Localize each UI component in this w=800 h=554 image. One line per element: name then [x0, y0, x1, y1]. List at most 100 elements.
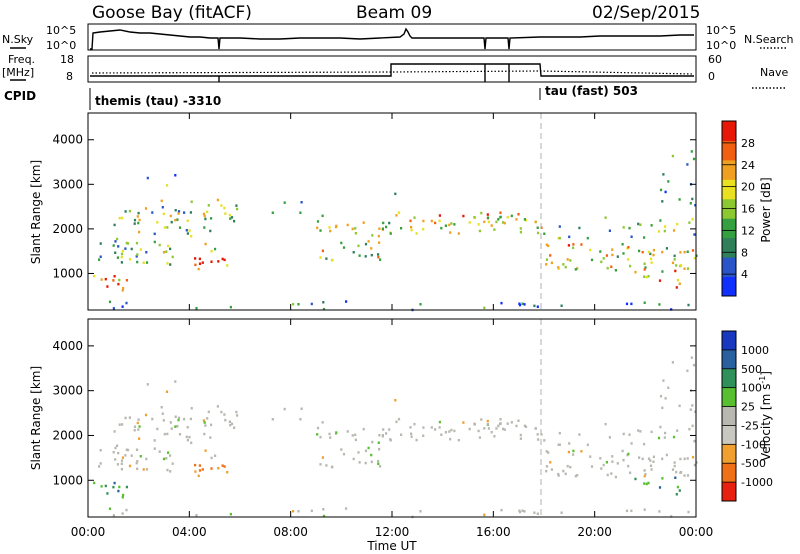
- echo-cell: [515, 218, 518, 221]
- echo-cell: [229, 423, 232, 427]
- echo-cell: [672, 229, 676, 232]
- echo-cell: [112, 244, 115, 247]
- echo-cell: [643, 508, 646, 511]
- echo-cell: [185, 229, 188, 232]
- echo-cell: [99, 462, 102, 465]
- echo-cell: [130, 454, 133, 457]
- echo-cell: [614, 269, 617, 272]
- echo-cell: [510, 421, 513, 424]
- echo-cell: [568, 442, 571, 445]
- echo-cell: [136, 253, 139, 256]
- echo-cell: [506, 422, 509, 425]
- echo-cell: [340, 241, 343, 245]
- echo-cell: [230, 216, 234, 219]
- echo-cell: [207, 204, 210, 207]
- echo-cell: [377, 441, 380, 444]
- echo-cell: [637, 222, 640, 226]
- echo-cell: [639, 223, 642, 226]
- echo-cell: [190, 407, 193, 410]
- echo-cell: [300, 407, 303, 410]
- echo-cell: [557, 267, 560, 270]
- echo-cell: [480, 211, 483, 215]
- echo-cell: [135, 255, 138, 258]
- echo-cell: [316, 426, 320, 430]
- echo-cell: [665, 453, 668, 457]
- echo-cell: [377, 459, 380, 463]
- date-title: 02/Sep/2015: [592, 3, 700, 23]
- echo-cell: [589, 455, 592, 458]
- echo-cell: [691, 249, 695, 252]
- colorbar-segment: [722, 237, 736, 258]
- echo-cell: [133, 429, 136, 432]
- echo-cell: [385, 432, 388, 435]
- echo-cell: [410, 225, 413, 229]
- colorbar-segment: [722, 387, 736, 408]
- echo-cell: [210, 423, 213, 427]
- echo-cell: [490, 224, 493, 227]
- echo-cell: [650, 468, 653, 471]
- echo-cell: [113, 275, 116, 278]
- echo-cell: [357, 451, 360, 454]
- echo-cell: [166, 432, 169, 436]
- velocity-colorbar-label: Velocity [m s-1]: [758, 371, 773, 461]
- power-colorbar: 4 8 12 16 20 24 28: [721, 120, 755, 297]
- echo-cell: [434, 428, 437, 431]
- echo-cell: [663, 229, 666, 233]
- echo-cell: [519, 230, 522, 234]
- station-title: Goose Bay (fitACF): [92, 3, 252, 23]
- echo-cell: [371, 234, 374, 237]
- freq-label: Freq.: [8, 53, 35, 66]
- echo-cell: [100, 278, 103, 281]
- echo-cell: [378, 227, 381, 230]
- echo-cell: [310, 302, 313, 306]
- echo-cell: [536, 512, 539, 515]
- echo-cell: [170, 427, 173, 430]
- echo-cell: [153, 232, 156, 236]
- echo-cell: [319, 256, 322, 259]
- echo-cell: [675, 286, 678, 289]
- echo-cell: [116, 463, 119, 466]
- echo-cell: [629, 471, 632, 474]
- echo-cell: [675, 470, 678, 474]
- echo-cell: [120, 459, 124, 462]
- echo-cell: [370, 453, 373, 457]
- echo-cell: [691, 404, 694, 407]
- echo-cell: [638, 456, 641, 459]
- echo-cell: [534, 427, 537, 430]
- echo-cell: [567, 450, 570, 454]
- echo-cell: [176, 424, 179, 428]
- echo-cell: [177, 416, 181, 420]
- echo-cell: [578, 433, 581, 436]
- echo-cell: [499, 215, 502, 219]
- echo-cell: [362, 221, 365, 224]
- echo-cell: [122, 493, 125, 497]
- echo-cell: [688, 221, 691, 224]
- echo-cell: [600, 467, 603, 470]
- echo-cell: [628, 433, 631, 436]
- echo-cell: [560, 511, 563, 514]
- echo-cell: [608, 229, 611, 232]
- echo-cell: [518, 303, 522, 307]
- echo-cell: [518, 302, 521, 305]
- echo-cell: [160, 406, 163, 409]
- echo-cell: [138, 425, 141, 428]
- echo-cell: [506, 215, 509, 219]
- echo-cell: [493, 228, 496, 231]
- echo-cell: [351, 227, 354, 231]
- colorbar-tick-label: -500: [741, 457, 766, 470]
- echo-cell: [395, 214, 398, 217]
- echo-cell: [378, 241, 381, 244]
- echo-cell: [691, 424, 694, 428]
- echo-cell: [165, 457, 168, 460]
- echo-cell: [500, 301, 503, 305]
- echo-cell: [438, 214, 441, 217]
- echo-cell: [194, 463, 197, 467]
- echo-cell: [400, 227, 403, 230]
- echo-cell: [125, 508, 128, 512]
- colorbar-tick-label: 16: [741, 203, 755, 216]
- echo-cell: [114, 240, 117, 243]
- echo-cell: [310, 509, 313, 513]
- echo-cell: [329, 229, 332, 233]
- echo-cell: [637, 429, 640, 432]
- echo-cell: [198, 262, 202, 265]
